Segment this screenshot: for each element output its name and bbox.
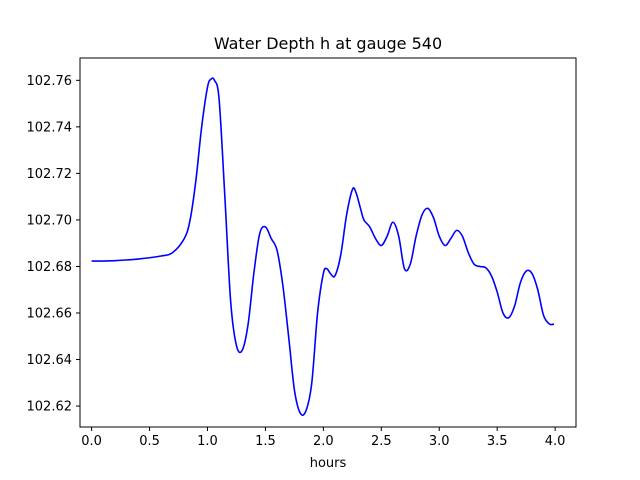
x-tick-label: 3.5	[487, 434, 508, 449]
x-tick-label: 3.0	[429, 434, 450, 449]
x-tick-label: 1.0	[197, 434, 218, 449]
x-axis-ticks: 0.0 0.5 1.0 1.5 2.0 2.5 3.0 3.5 4.0	[81, 427, 565, 449]
water-depth-line	[91, 77, 555, 416]
x-tick-label: 4.0	[545, 434, 566, 449]
y-tick-label: 102.66	[27, 306, 73, 321]
plot-frame	[79, 57, 577, 428]
y-tick-label: 102.70	[27, 213, 73, 228]
x-tick-label: 0.0	[81, 434, 102, 449]
x-tick-label: 1.5	[255, 434, 276, 449]
x-tick-label: 2.0	[313, 434, 334, 449]
y-tick-label: 102.64	[27, 353, 73, 368]
x-axis-label: hours	[310, 456, 347, 471]
x-tick-label: 2.5	[371, 434, 392, 449]
y-tick-label: 102.72	[27, 167, 73, 182]
y-tick-label: 102.74	[27, 120, 73, 135]
y-tick-label: 102.76	[27, 74, 73, 89]
y-tick-label: 102.68	[27, 260, 73, 275]
y-tick-label: 102.62	[27, 400, 73, 415]
x-tick-label: 0.5	[139, 434, 160, 449]
chart-title: Water Depth h at gauge 540	[214, 34, 442, 53]
y-axis-ticks: 102.62 102.64 102.66 102.68 102.70 102.72 102.…	[27, 74, 80, 415]
